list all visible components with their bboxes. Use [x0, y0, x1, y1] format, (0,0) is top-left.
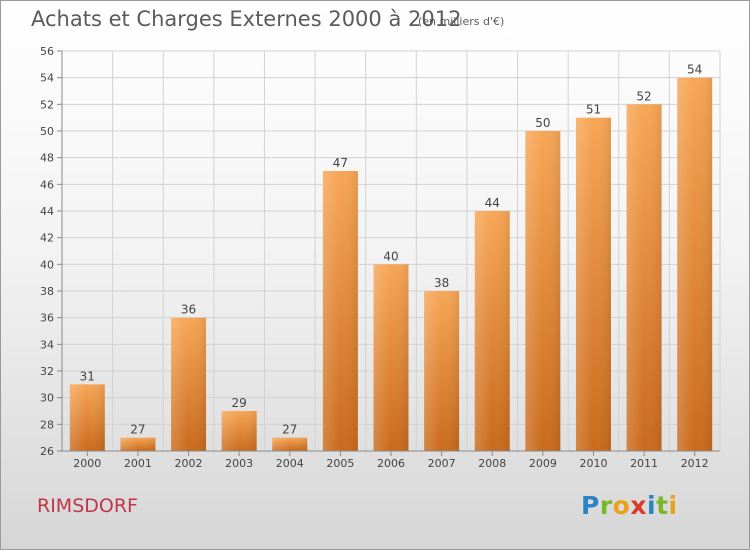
- proxiti-logo[interactable]: Proxiti: [581, 491, 678, 520]
- data-label: 31: [80, 369, 95, 383]
- bar-shade: [322, 171, 358, 451]
- y-tick-label: 42: [40, 232, 54, 245]
- data-labels: 31 27 36 29 27 47 40 38 44 50 51 52 54: [80, 63, 703, 437]
- bar-shade: [474, 211, 510, 451]
- bar-shade: [69, 384, 105, 451]
- x-tick-label: 2006: [377, 457, 405, 470]
- x-tick-label: 2005: [326, 457, 354, 470]
- logo-letter: t: [656, 491, 669, 520]
- y-tick-label: 48: [40, 152, 54, 165]
- data-label: 54: [687, 63, 702, 77]
- logo-letter: i: [647, 491, 657, 520]
- y-tick-label: 32: [40, 365, 54, 378]
- x-tick-label: 2002: [175, 457, 203, 470]
- x-tick-label: 2010: [579, 457, 607, 470]
- logo-letter: o: [612, 491, 631, 520]
- y-tick-label: 56: [40, 45, 54, 58]
- data-label: 50: [535, 116, 550, 130]
- data-label: 27: [130, 423, 145, 437]
- data-label: 38: [434, 276, 449, 290]
- y-tick-label: 50: [40, 125, 54, 138]
- data-label: 29: [232, 396, 247, 410]
- x-tick-label: 2008: [478, 457, 506, 470]
- bar-shade: [120, 437, 156, 451]
- bar-shade: [171, 317, 207, 451]
- axes: 26 28 30 32 34 36 38 40 42 44 46 48 50 52 54 56 2000 2001…: [40, 45, 720, 470]
- x-tick-label: 2011: [630, 457, 658, 470]
- x-tick-label: 2007: [428, 457, 456, 470]
- y-tick-label: 30: [40, 392, 54, 405]
- x-tick-label: 2012: [681, 457, 709, 470]
- x-tick-label: 2003: [225, 457, 253, 470]
- data-label: 47: [333, 156, 348, 170]
- bars: [69, 77, 713, 452]
- data-label: 27: [282, 423, 297, 437]
- bar-shade: [575, 117, 611, 452]
- bar-shade: [373, 264, 409, 451]
- y-tick-label: 44: [40, 205, 54, 218]
- x-tick-label: 2009: [529, 457, 557, 470]
- chart-subtitle: (en milliers d'€): [418, 15, 505, 28]
- bar-shade: [221, 411, 257, 451]
- x-tick-label: 2004: [276, 457, 304, 470]
- data-label: 40: [383, 249, 398, 263]
- logo-letter: i: [668, 491, 678, 520]
- x-tick-label: 2000: [73, 457, 101, 470]
- bar-shade: [424, 291, 460, 451]
- bar-shade: [677, 77, 713, 452]
- bar-shade: [626, 104, 662, 451]
- x-tick-label: 2001: [124, 457, 152, 470]
- data-label: 51: [586, 103, 601, 117]
- logo-letter: P: [581, 491, 600, 520]
- y-tick-label: 46: [40, 178, 54, 191]
- y-tick-label: 34: [40, 338, 54, 351]
- data-label: 52: [636, 89, 651, 103]
- chart-title: Achats et Charges Externes 2000 à 2012: [31, 7, 462, 31]
- y-tick-label: 54: [40, 72, 54, 85]
- y-tick-label: 38: [40, 285, 54, 298]
- data-label: 44: [485, 196, 500, 210]
- logo-letter: x: [630, 491, 647, 520]
- bar-shade: [272, 437, 308, 451]
- y-tick-label: 40: [40, 258, 54, 271]
- y-tick-label: 26: [40, 445, 54, 458]
- y-tick-label: 28: [40, 418, 54, 431]
- y-tick-label: 36: [40, 312, 54, 325]
- y-tick-label: 52: [40, 98, 54, 111]
- commune-name: RIMSDORF: [37, 495, 138, 517]
- logo-letter: r: [599, 491, 613, 520]
- data-label: 36: [181, 303, 196, 317]
- bar-shade: [525, 131, 561, 451]
